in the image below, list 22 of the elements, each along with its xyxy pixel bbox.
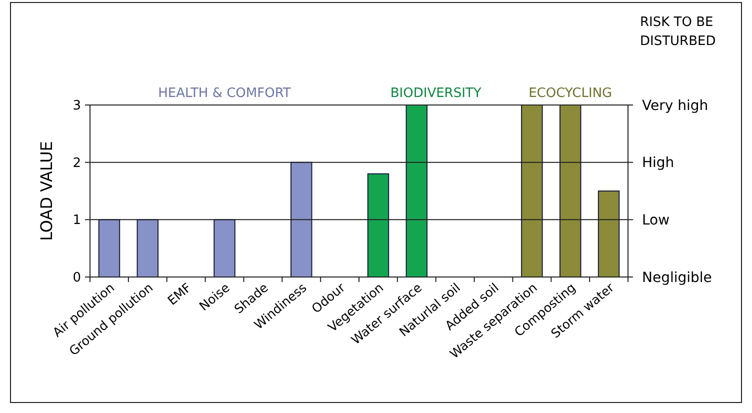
y-tick-label: 2 <box>72 156 81 171</box>
text: Negligible <box>642 270 712 286</box>
y-tick-label: 1 <box>72 213 81 228</box>
y-tick-label: 3 <box>72 98 81 114</box>
bar <box>406 104 428 278</box>
text: HEALTH & COMFORT <box>158 86 291 101</box>
bar <box>521 104 543 278</box>
y-tick-label: 0 <box>72 270 81 286</box>
bar <box>98 219 120 278</box>
text: High <box>642 155 674 172</box>
bar <box>290 162 312 278</box>
bar <box>136 219 159 278</box>
bar <box>214 219 236 278</box>
bar <box>598 190 620 278</box>
series-label: BIODIVERSITY <box>390 86 482 101</box>
y-axis-title: LOAD VALUE <box>37 141 56 241</box>
text: Low <box>642 212 670 229</box>
bar <box>367 173 390 278</box>
y2-axis-title: RISK TO BE DISTURBED <box>640 15 716 49</box>
bar <box>559 104 582 278</box>
text: Very high <box>642 98 708 114</box>
series-label: ECOCYCLING <box>528 86 612 101</box>
